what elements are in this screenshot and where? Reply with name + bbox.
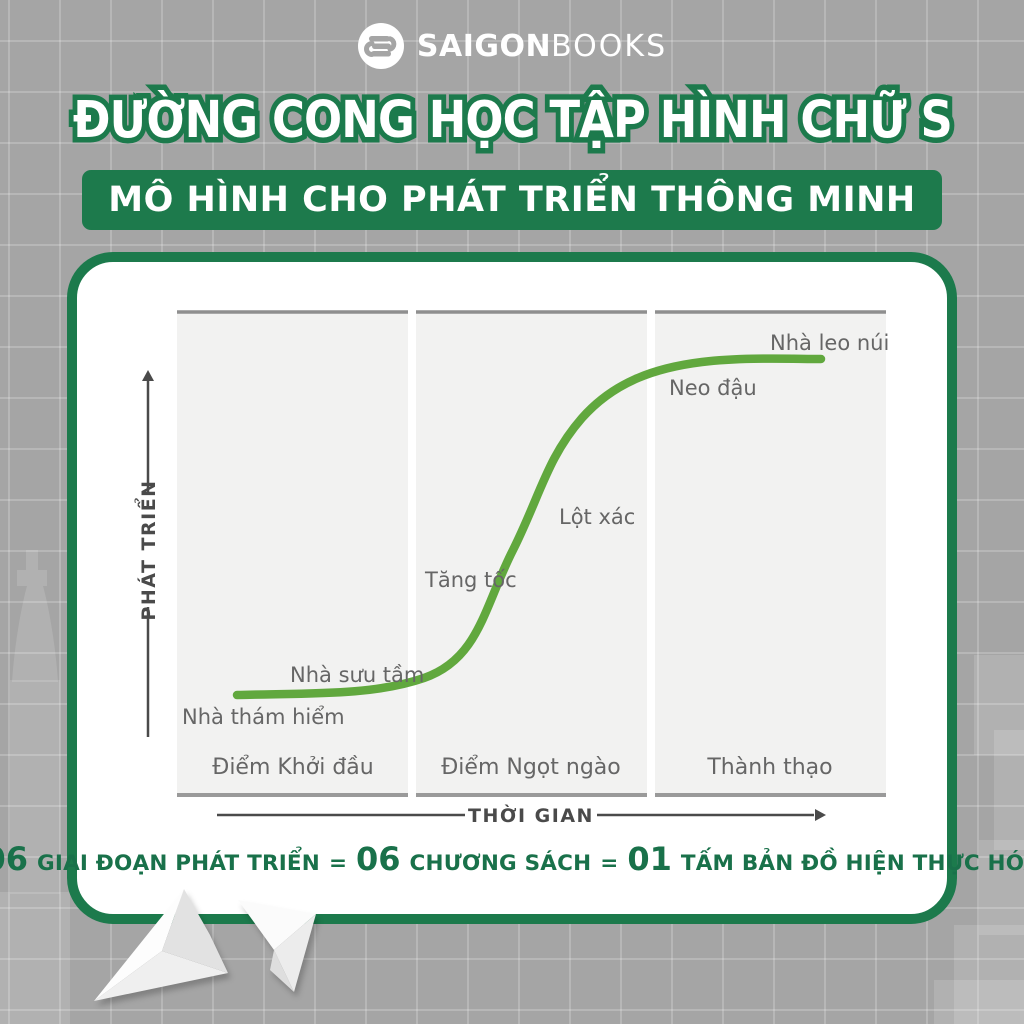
logo-text: SAIGON BOOKS (417, 29, 667, 64)
curve-label-neo-dau: Neo đậu (669, 376, 757, 400)
footer-text-2: CHƯƠNG SÁCH (409, 851, 592, 876)
y-axis-label: PHÁT TRIỂN (134, 479, 160, 620)
left-tower-silhouette (0, 550, 70, 1024)
chart-card: PHÁT TRIỂN Nhà thám hiểm Nhà sưu tầm Tăn… (0, 252, 1024, 924)
footer-tagline: 06 GIAI ĐOẠN PHÁT TRIỂN = 06 CHƯƠNG SÁCH… (0, 840, 1024, 878)
curve-label-nha-leo-nui: Nhà leo núi (770, 331, 889, 355)
page-title-text: ĐƯỜNG CONG HỌC TẬP HÌNH CHỮ S (72, 91, 952, 150)
saigonbooks-logo-icon (357, 23, 404, 69)
paper-plane-large-icon (94, 889, 228, 1001)
footer-text-3: TẤM BẢN ĐỒ HIỆN THỰC HÓA (680, 851, 1024, 876)
curve-label-nha-tham-hiem: Nhà thám hiểm (182, 705, 345, 729)
s-curve-chart: PHÁT TRIỂN Nhà thám hiểm Nhà sưu tầm Tăn… (134, 310, 889, 827)
page-title-outline: ĐƯỜNG CONG HỌC TẬP HÌNH CHỮ S (68, 86, 958, 155)
footer-number-2: 06 (356, 840, 401, 878)
equals-sign: = (329, 851, 348, 876)
subtitle-block: MÔ HÌNH CHO PHÁT TRIỂN THÔNG MINH (0, 170, 1024, 230)
x-axis-label: THỜI GIAN (468, 803, 594, 827)
curve-label-nha-suu-tam: Nhà sưu tầm (290, 663, 424, 687)
curve-label-lot-xac: Lột xác (559, 505, 635, 529)
y-axis-arrow-icon (142, 370, 154, 381)
phase-label-diem-ngot-ngao: Điểm Ngọt ngào (441, 755, 620, 780)
equals-sign: = (600, 851, 619, 876)
phase-label-thanh-thao: Thành thạo (706, 755, 832, 780)
subtitle-banner: MÔ HÌNH CHO PHÁT TRIỂN THÔNG MINH (82, 170, 942, 230)
x-axis-arrow-icon (815, 809, 826, 821)
logo-brand-light: BOOKS (551, 28, 668, 64)
title-block: ĐƯỜNG CONG HỌC TẬP HÌNH CHỮ S ĐƯỜNG CONG… (0, 86, 1024, 155)
panel-phase-3 (655, 312, 886, 795)
page-title: ĐƯỜNG CONG HỌC TẬP HÌNH CHỮ S ĐƯỜNG CONG… (68, 86, 958, 155)
s-curve-line (232, 354, 826, 700)
footer-number-3: 01 (627, 840, 672, 878)
phase-label-diem-khoi-dau: Điểm Khởi đầu (212, 755, 373, 780)
paper-plane-small-icon (238, 900, 316, 992)
panel-phase-2 (416, 312, 647, 795)
panel-phase-1 (177, 312, 408, 795)
footer-text-1: GIAI ĐOẠN PHÁT TRIỂN (37, 851, 320, 876)
logo-brand-bold: SAIGON (416, 28, 552, 64)
footer-number-1: 06 (0, 840, 29, 878)
curve-label-tang-toc: Tăng tốc (424, 568, 517, 592)
logo: SAIGON BOOKS (0, 22, 1024, 70)
